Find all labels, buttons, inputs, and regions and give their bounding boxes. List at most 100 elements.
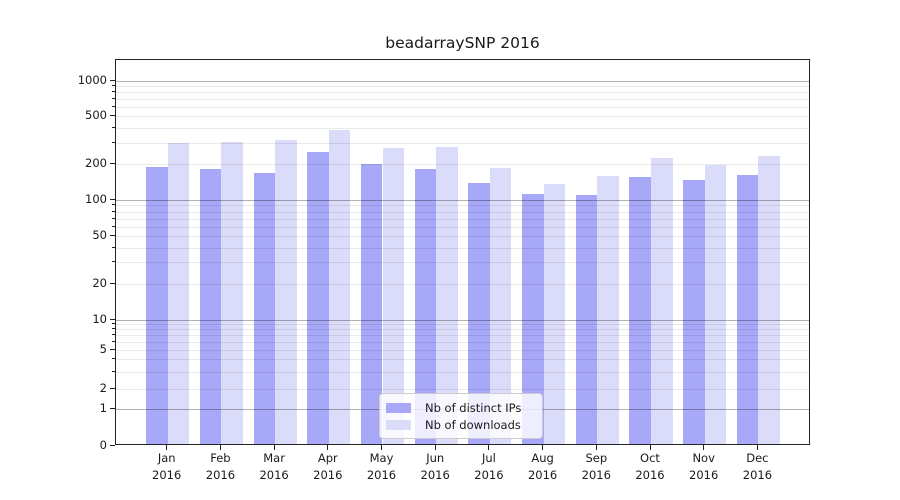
gridline-minor	[116, 211, 809, 213]
gridline-minor	[116, 341, 809, 343]
bar-downloads	[436, 147, 458, 444]
gridline-minor	[116, 247, 809, 249]
x-axis-label-month: Sep	[585, 451, 608, 465]
x-axis-label: Jun 2016	[403, 450, 467, 483]
x-axis-tick	[703, 445, 705, 450]
x-axis-label-month: Aug	[531, 451, 554, 465]
x-axis-label-year: 2016	[581, 467, 611, 482]
y-axis-minor-tick	[112, 246, 115, 248]
gridline-minor	[116, 371, 809, 373]
x-axis-label-month: Feb	[210, 451, 231, 465]
y-axis-minor-tick	[112, 141, 115, 143]
x-axis-label-month: Oct	[640, 451, 660, 465]
gridline-decade	[116, 200, 809, 201]
x-axis-tick	[649, 445, 651, 450]
x-axis-label-year: 2016	[689, 467, 719, 482]
y-axis-minor-tick	[112, 127, 115, 129]
y-axis-minor-tick	[112, 225, 115, 227]
y-axis-tick	[110, 407, 115, 409]
bar-distinct-ips	[575, 195, 598, 444]
y-axis-minor-tick	[112, 98, 115, 99]
y-axis-label: 10	[92, 311, 107, 326]
gridline-minor	[116, 107, 809, 108]
y-axis-minor-tick	[112, 370, 115, 372]
x-axis-label: Mar 2016	[242, 450, 306, 483]
x-axis-label: Aug 2016	[511, 450, 575, 483]
gridline-minor	[116, 128, 809, 130]
gridline-minor	[116, 142, 809, 144]
y-axis-label: 100	[85, 192, 107, 206]
x-axis-label-year: 2016	[152, 467, 182, 482]
y-axis-minor-tick	[112, 261, 115, 263]
x-axis-label-month: Jul	[481, 451, 496, 465]
chart-title: beadarraySNP 2016	[385, 34, 540, 52]
x-axis-label: Feb 2016	[188, 450, 252, 483]
bar-downloads	[328, 130, 351, 444]
y-axis-minor-tick	[112, 282, 115, 284]
bar-downloads	[597, 176, 619, 444]
y-axis-label: 5	[99, 341, 107, 356]
x-axis-label-year: 2016	[205, 467, 236, 482]
x-axis-label: Apr 2016	[296, 450, 360, 483]
legend: Nb of distinct IPs Nb of downloads	[379, 393, 543, 439]
bar-distinct-ips	[629, 177, 651, 444]
bar-distinct-ips	[414, 169, 437, 444]
legend-swatch	[386, 403, 411, 414]
gridline-minor	[116, 349, 809, 351]
y-axis-label: 500	[85, 108, 107, 123]
x-axis-label-month: Nov	[692, 451, 715, 465]
bar-downloads	[489, 168, 512, 444]
y-axis-label: 2	[99, 381, 107, 395]
bar-distinct-ips	[360, 164, 383, 444]
gridline-minor	[116, 359, 809, 361]
x-axis-tick	[488, 445, 490, 450]
x-axis-tick	[434, 445, 436, 450]
x-axis-label: Sep 2016	[564, 450, 628, 483]
x-axis-label: Nov 2016	[672, 450, 736, 483]
y-axis-label: 1000	[77, 72, 107, 87]
x-axis-tick	[381, 445, 382, 450]
gridline-minor	[116, 164, 809, 166]
x-axis-tick	[756, 445, 758, 450]
x-axis-tick	[595, 445, 597, 450]
gridline-minor	[116, 99, 809, 100]
y-axis-label: 0	[99, 437, 107, 452]
y-axis-minor-tick	[112, 84, 115, 86]
y-axis-minor-tick	[112, 91, 115, 93]
x-axis-label: Dec 2016	[725, 450, 789, 483]
bar-downloads	[167, 143, 190, 444]
y-axis-label: 20	[92, 275, 107, 290]
y-axis-minor-tick	[112, 115, 115, 117]
x-axis-label-month: May	[369, 451, 394, 465]
x-axis-label: May 2016	[350, 450, 414, 483]
plot-area: Nb of distinct IPs Nb of downloads	[115, 59, 810, 445]
y-axis-minor-tick	[112, 210, 115, 212]
gridline-minor	[116, 85, 809, 87]
gridline-minor	[116, 334, 809, 336]
y-axis-label: 1	[99, 400, 107, 415]
x-axis-tick	[219, 445, 221, 450]
bar-downloads	[221, 142, 243, 444]
bar-distinct-ips	[683, 179, 705, 444]
y-axis-minor-tick	[112, 348, 115, 350]
x-axis-tick	[542, 445, 544, 450]
y-axis-tick	[110, 199, 115, 200]
gridline-decade	[116, 80, 809, 82]
bar-distinct-ips	[253, 172, 276, 444]
bar-downloads	[275, 140, 297, 444]
y-axis-minor-tick	[112, 163, 115, 165]
legend-item: Nb of downloads	[386, 417, 532, 434]
gridline-minor	[116, 324, 809, 326]
y-axis-minor-tick	[112, 323, 115, 325]
y-axis-minor-tick	[112, 340, 115, 342]
bar-downloads	[382, 147, 405, 444]
legend-item: Nb of distinct IPs	[386, 400, 532, 417]
x-axis-label: Jan 2016	[135, 450, 199, 483]
bar-distinct-ips	[199, 169, 222, 444]
x-axis-label-month: Dec	[746, 451, 769, 465]
bar-distinct-ips	[468, 182, 490, 444]
y-axis-tick	[110, 444, 115, 446]
x-axis-label-year: 2016	[635, 467, 665, 482]
gridline-minor	[116, 116, 809, 118]
gridline-minor	[116, 205, 809, 207]
